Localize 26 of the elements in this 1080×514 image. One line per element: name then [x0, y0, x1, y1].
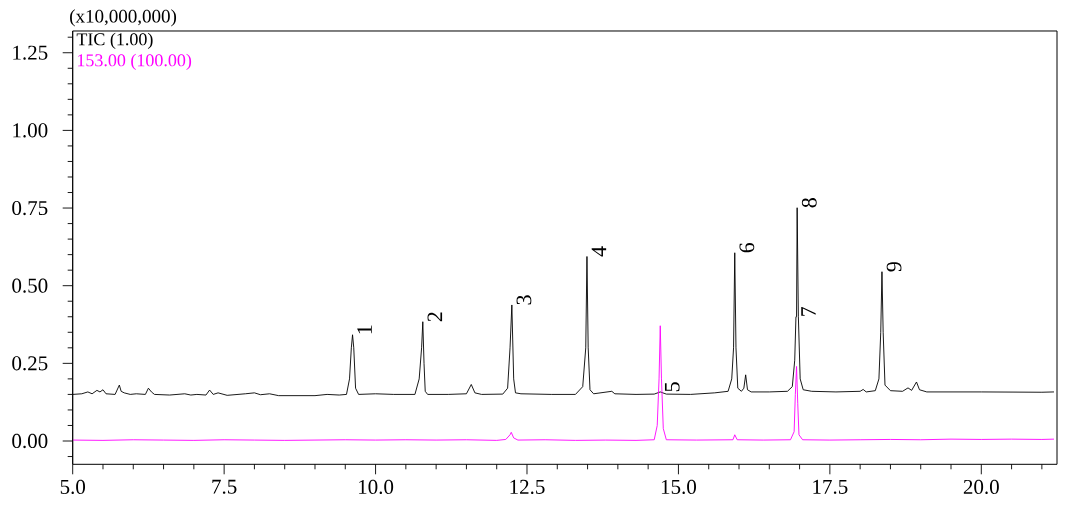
y-tick-label: 0.25	[12, 356, 48, 371]
x-tick-label: 5.0	[60, 479, 86, 495]
annotation: 6	[739, 242, 755, 253]
y-axis-title: (x10,000,000)	[70, 9, 177, 27]
annotation: 2	[427, 312, 443, 322]
y-tick-label: 1.00	[13, 123, 48, 138]
x-tick-label: 7.5	[212, 479, 237, 494]
text: TIC (1.00)	[76, 32, 153, 50]
y-tick-label: 0.50	[12, 278, 48, 293]
x-tick-label: 20.0	[963, 479, 999, 495]
x-tick-label: 12.5	[510, 479, 545, 495]
x-tick-label: 15.0	[661, 479, 697, 495]
text: 153.00 (100.00)	[77, 53, 192, 71]
line-series	[72, 325, 1055, 441]
annotation: 9	[886, 262, 902, 272]
annotation: 3	[516, 295, 532, 305]
y-tick-label: 0.75	[12, 200, 48, 216]
y-tick-label: 1.25	[13, 45, 48, 60]
annotation: 4	[591, 246, 607, 257]
annotation: 5	[664, 382, 680, 392]
y-tick-label: 0.00	[12, 433, 48, 449]
x-tick-label: 17.5	[813, 479, 848, 494]
annotation: 1	[357, 325, 372, 334]
annotation: 8	[801, 198, 817, 208]
x-tick-label: 10.0	[359, 479, 394, 495]
annotation: 7	[801, 306, 816, 316]
